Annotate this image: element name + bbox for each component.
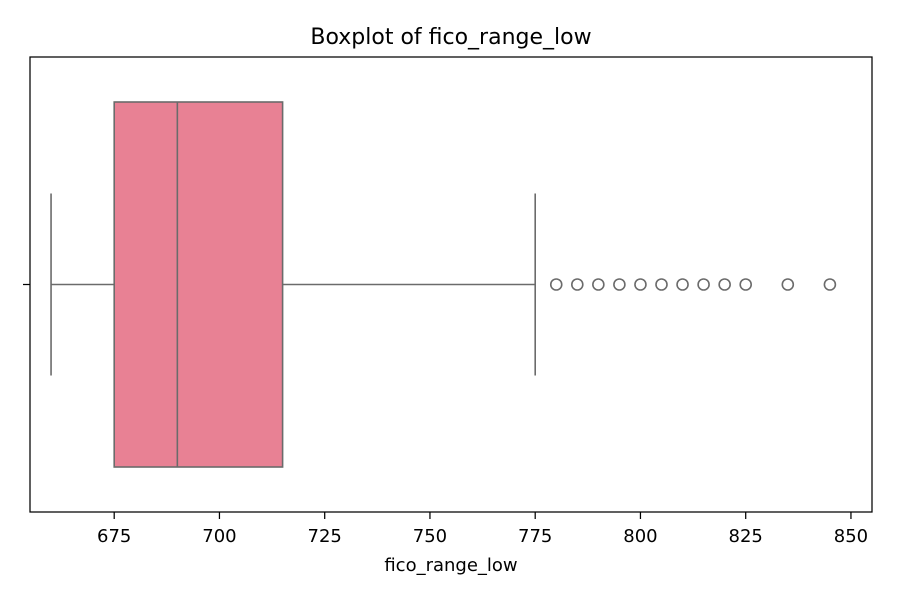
x-axis-label: fico_range_low [384,555,517,576]
x-tick-label: 825 [729,526,763,547]
outlier-layer [549,278,837,291]
outlier-point [570,278,584,291]
x-tick-label: 775 [518,526,552,547]
x-tick-label: 850 [834,526,868,547]
outlier-point [739,278,753,291]
x-axis: 675 700 725 750 775 800 825 850 [97,512,868,547]
outlier-point [781,278,795,291]
outlier-point [634,278,647,291]
box-layer [50,101,537,468]
x-tick-label: 750 [413,526,447,547]
outlier-point [592,278,605,291]
iqr-box [113,101,284,468]
chart-title: Boxplot of fico_range_low [310,25,591,50]
outlier-point [549,278,563,291]
x-tick-label: 700 [202,526,236,547]
outlier-point [655,278,668,291]
outlier-point [697,278,710,291]
x-tick-label: 725 [308,526,342,547]
outlier-point [823,278,837,291]
x-tick-label: 675 [97,526,131,547]
outlier-point [718,278,731,291]
outlier-point [676,278,689,291]
x-tick-label: 800 [623,526,657,547]
outlier-point [613,278,626,291]
